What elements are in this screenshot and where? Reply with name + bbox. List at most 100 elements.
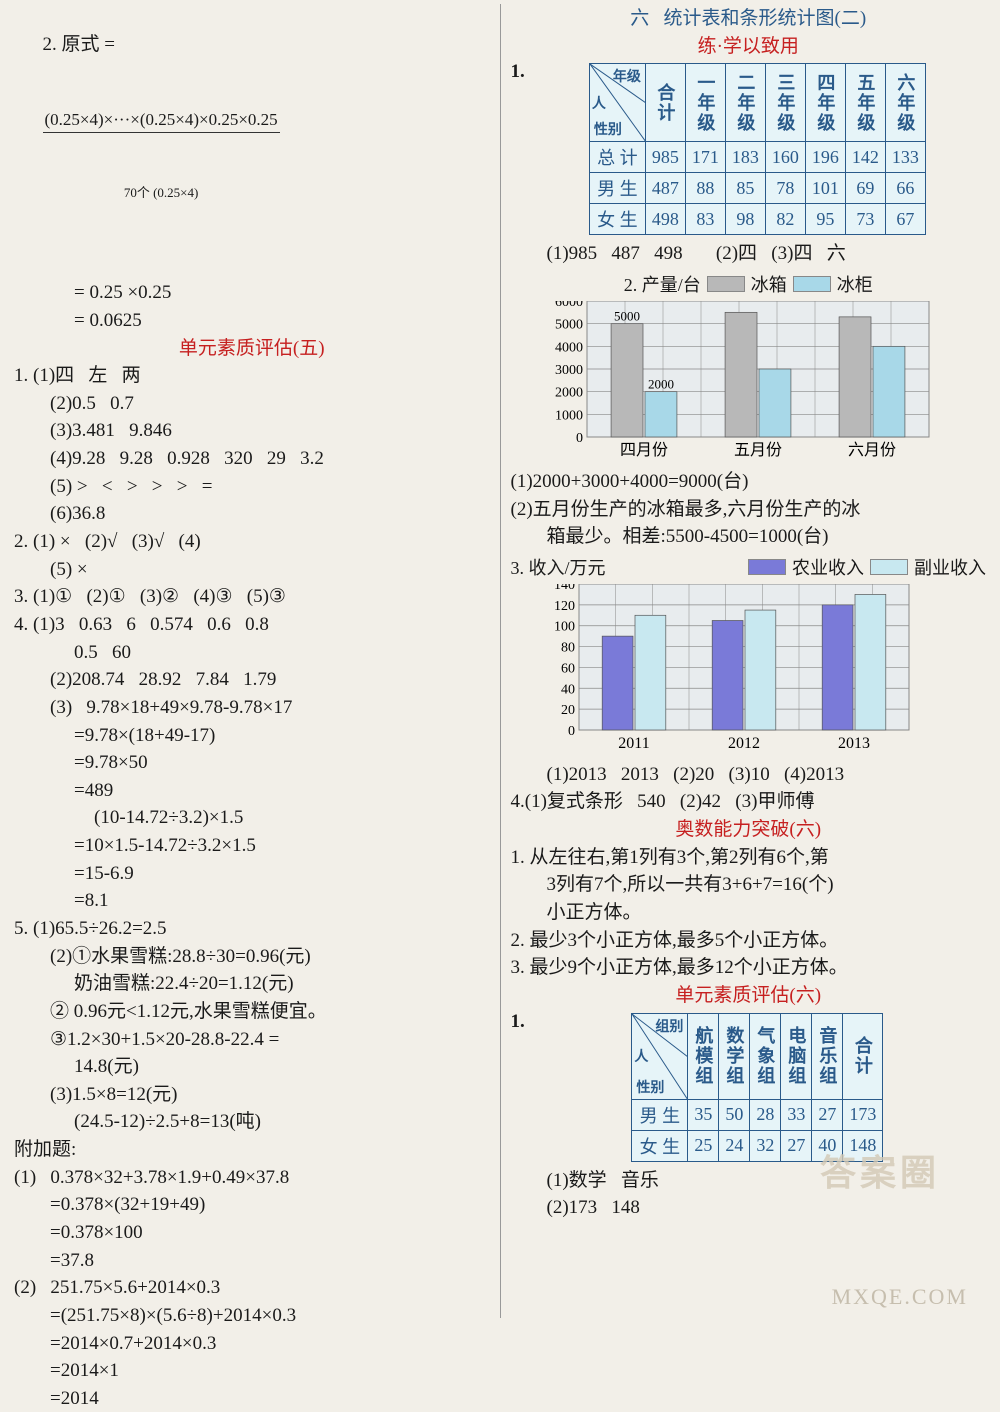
answer-line: (3)3.481 9.846 [14,418,490,444]
answer-line: 3列有7个,所以一共有3+6+7=16(个) [511,872,987,898]
answer-line: =9.78×(18+49-17) [14,723,490,749]
answer-line: (1) 0.378×32+3.78×1.9+0.49×37.8 [14,1165,490,1191]
svg-text:1000: 1000 [555,408,583,423]
svg-text:40: 40 [561,682,575,697]
answer-line: =0.378×(32+19+49) [14,1192,490,1218]
answer-line: 3. (1)① (2)① (3)② (4)③ (5)③ [14,584,490,610]
answer-line: ③1.2×30+1.5×20-28.8-22.4 = [14,1027,490,1053]
svg-text:3000: 3000 [555,363,583,378]
answer-line: 奶油雪糕:22.4÷20=1.12(元) [14,971,490,997]
answer-line: (5) × [14,557,490,583]
legend-label: 冰箱 [751,271,787,297]
answer-line: (5) > < > > > = [14,474,490,500]
svg-text:2000: 2000 [647,377,673,392]
bar-chart-production: 0 1000 2000 3000 4000 5000 6000 5000 2000 四月份 五月份 六… [539,301,979,467]
answer-line: 1. (1)四 左 两 [14,363,490,389]
q1-number: 1. [511,61,525,83]
answer-line: =10×1.5-14.72÷3.2×1.5 [14,833,490,859]
answer-line: 14.8(元) [14,1054,490,1080]
answer-line: (1)数学 音乐 [511,1168,987,1194]
answer-line: (2)①水果雪糕:28.8÷30=0.96(元) [14,944,490,970]
svg-text:100: 100 [554,620,575,635]
answer-line: =9.78×50 [14,750,490,776]
extra-title: 附加题: [14,1137,490,1163]
answer-line: 0.5 60 [14,640,490,666]
answer-line: 箱最少。相差:5500-4500=1000(台) [511,524,987,550]
answer-line: 2. (1) × (2)√ (3)√ (4) [14,529,490,555]
answer-line: =37.8 [14,1248,490,1274]
answer-line: =489 [14,778,490,804]
answer-line: 5. (1)65.5÷26.2=2.5 [14,916,490,942]
answer-line: (2)五月份生产的冰箱最多,六月份生产的冰 [511,497,987,523]
chart3-legend: 3. 收入/万元 农业收入 副业收入 [511,554,987,580]
svg-text:5000: 5000 [555,318,583,333]
grade-table: 年级人性别合计一年级二年级三年级四年级五年级六年级总 计985171183160… [589,63,926,235]
svg-text:2013: 2013 [838,735,870,752]
legend-label: 冰柜 [837,271,873,297]
answer-line: =8.1 [14,888,490,914]
answer-line: (2) 251.75×5.6+2014×0.3 [14,1275,490,1301]
answer-line: 4.(1)复式条形 540 (2)42 (3)甲师傅 [511,789,987,815]
swatch-agri [748,559,786,575]
svg-text:四月份: 四月份 [619,441,667,459]
section-title-6b: 单元素质评估(六) [511,983,987,1009]
svg-text:0: 0 [568,724,575,739]
answer-line: (1)2013 2013 (2)20 (3)10 (4)2013 [511,762,987,788]
svg-text:5000: 5000 [614,309,640,324]
legend-label: 农业收入 [792,554,864,580]
svg-text:6000: 6000 [555,301,583,310]
answer-line: (2)173 148 [511,1195,987,1221]
answer-line: 2. 最少3个小正方体,最多5个小正方体。 [511,928,987,954]
svg-text:4000: 4000 [555,340,583,355]
left-column: 2. 原式 = (0.25×4)×···×(0.25×4)×0.25×0.25 … [8,4,496,1318]
answer-line: (2)0.5 0.7 [14,391,490,417]
column-divider [500,4,501,1318]
svg-text:0: 0 [576,431,583,446]
subheading: 练·学以致用 [511,34,987,60]
answer-line: =2014×1 [14,1358,490,1384]
svg-text:六月份: 六月份 [847,441,895,459]
section-title-5: 单元素质评估(五) [14,336,490,362]
answer-line: (10-14.72÷3.2)×1.5 [14,805,490,831]
svg-text:60: 60 [561,661,575,676]
bar-chart-income: 0 20 40 60 80 100 120 140 2011 2012 2013 [539,584,979,760]
answer-line: (3) 9.78×18+49×9.78-9.78×17 [14,695,490,721]
group-table: 组别人性别航模组数学组气象组电脑组音乐组合计男 生3550283327173女 … [631,1013,883,1162]
answer-line: (3)1.5×8=12(元) [14,1082,490,1108]
chart2-legend: 2. 产量/台 冰箱 冰柜 [511,271,987,297]
answer-line: =15-6.9 [14,861,490,887]
answer-line: (24.5-12)÷2.5+8=13(吨) [14,1109,490,1135]
svg-text:140: 140 [554,584,575,593]
svg-text:2011: 2011 [618,735,649,752]
svg-text:120: 120 [554,599,575,614]
answer-line: (6)36.8 [14,501,490,527]
svg-text:2012: 2012 [728,735,760,752]
answer-line: =(251.75×8)×(5.6÷8)+2014×0.3 [14,1303,490,1329]
section-heading-6: 六 统计表和条形统计图(二) [511,6,987,32]
legend-label: 副业收入 [914,554,986,580]
answer-line: 小正方体。 [511,900,987,926]
equation-line: 2. 原式 = (0.25×4)×···×(0.25×4)×0.25×0.25 … [14,6,490,278]
svg-text:20: 20 [561,703,575,718]
answer-line: =2014 [14,1386,490,1412]
answer-line: =0.378×100 [14,1220,490,1246]
svg-text:2000: 2000 [555,386,583,401]
answer-line: (2)208.74 28.92 7.84 1.79 [14,667,490,693]
answer-line: =2014×0.7+2014×0.3 [14,1331,490,1357]
svg-text:五月份: 五月份 [733,441,781,459]
swatch-fridge [707,276,745,292]
answer-line: (4)9.28 9.28 0.928 320 29 3.2 [14,446,490,472]
answer-line: ② 0.96元<1.12元,水果雪糕便宜。 [14,999,490,1025]
answer-line: 3. 最少9个小正方体,最多12个小正方体。 [511,955,987,981]
eq-step: = 0.0625 [14,308,490,334]
q1b-number: 1. [511,1011,525,1033]
olympiad-title: 奥数能力突破(六) [511,817,987,843]
answer-line: 1. 从左往右,第1列有3个,第2列有6个,第 [511,845,987,871]
eq-step: = 0.25 ×0.25 [14,280,490,306]
answer-line: 4. (1)3 0.63 6 0.574 0.6 0.8 [14,612,490,638]
swatch-freezer [793,276,831,292]
answer-line: (1)2000+3000+4000=9000(台) [511,469,987,495]
swatch-side [870,559,908,575]
svg-text:80: 80 [561,640,575,655]
right-column: 六 统计表和条形统计图(二) 练·学以致用 1. 年级人性别合计一年级二年级三年… [505,4,993,1318]
